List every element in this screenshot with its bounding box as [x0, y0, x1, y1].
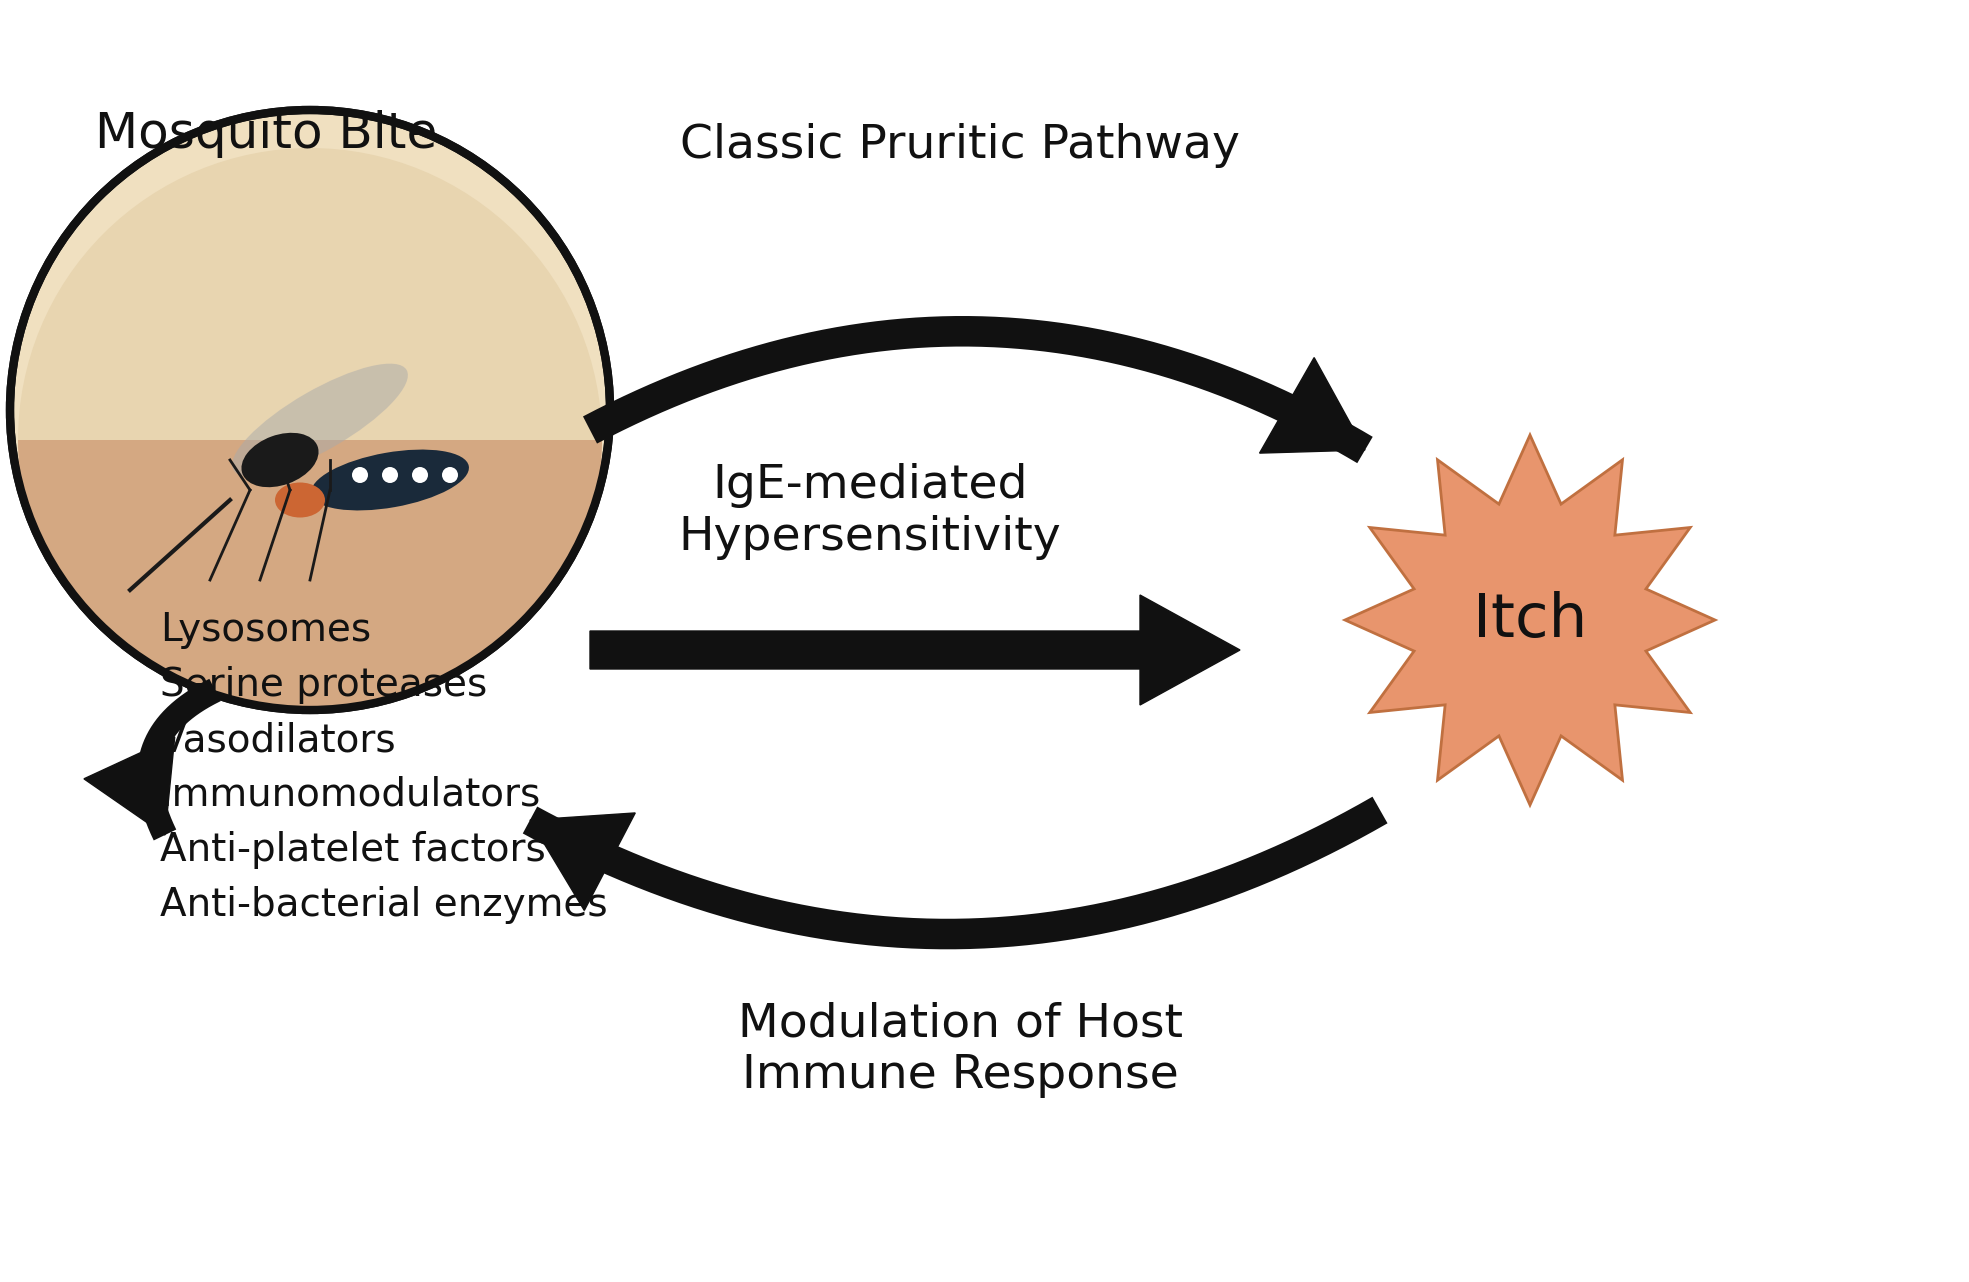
Text: Itch: Itch — [1473, 591, 1587, 650]
Polygon shape — [1345, 435, 1715, 805]
Circle shape — [352, 467, 368, 483]
Circle shape — [382, 467, 398, 483]
Polygon shape — [1260, 358, 1365, 453]
Circle shape — [412, 467, 427, 483]
Text: Anti-bacterial enzymes: Anti-bacterial enzymes — [159, 886, 608, 924]
Text: Serine proteases: Serine proteases — [159, 667, 486, 704]
Text: Vasodilators: Vasodilators — [159, 720, 396, 759]
Circle shape — [10, 110, 610, 710]
Ellipse shape — [242, 433, 319, 487]
Text: IgE-mediated
Hypersensitivity: IgE-mediated Hypersensitivity — [679, 463, 1061, 560]
Text: Immunomodulators: Immunomodulators — [159, 776, 540, 814]
Ellipse shape — [276, 482, 325, 518]
FancyArrow shape — [591, 595, 1240, 705]
Circle shape — [441, 467, 459, 483]
Polygon shape — [530, 813, 636, 910]
Polygon shape — [85, 737, 175, 835]
Ellipse shape — [311, 450, 469, 510]
Text: Modulation of Host
Immune Response: Modulation of Host Immune Response — [738, 1001, 1183, 1099]
Text: Anti-platelet factors: Anti-platelet factors — [159, 831, 545, 869]
Wedge shape — [18, 440, 603, 732]
Text: Classic Pruritic Pathway: Classic Pruritic Pathway — [679, 123, 1240, 168]
Text: Lysosomes: Lysosomes — [159, 612, 370, 649]
Ellipse shape — [232, 364, 408, 477]
Text: Mosquito Bite: Mosquito Bite — [95, 110, 437, 158]
Wedge shape — [18, 147, 603, 440]
